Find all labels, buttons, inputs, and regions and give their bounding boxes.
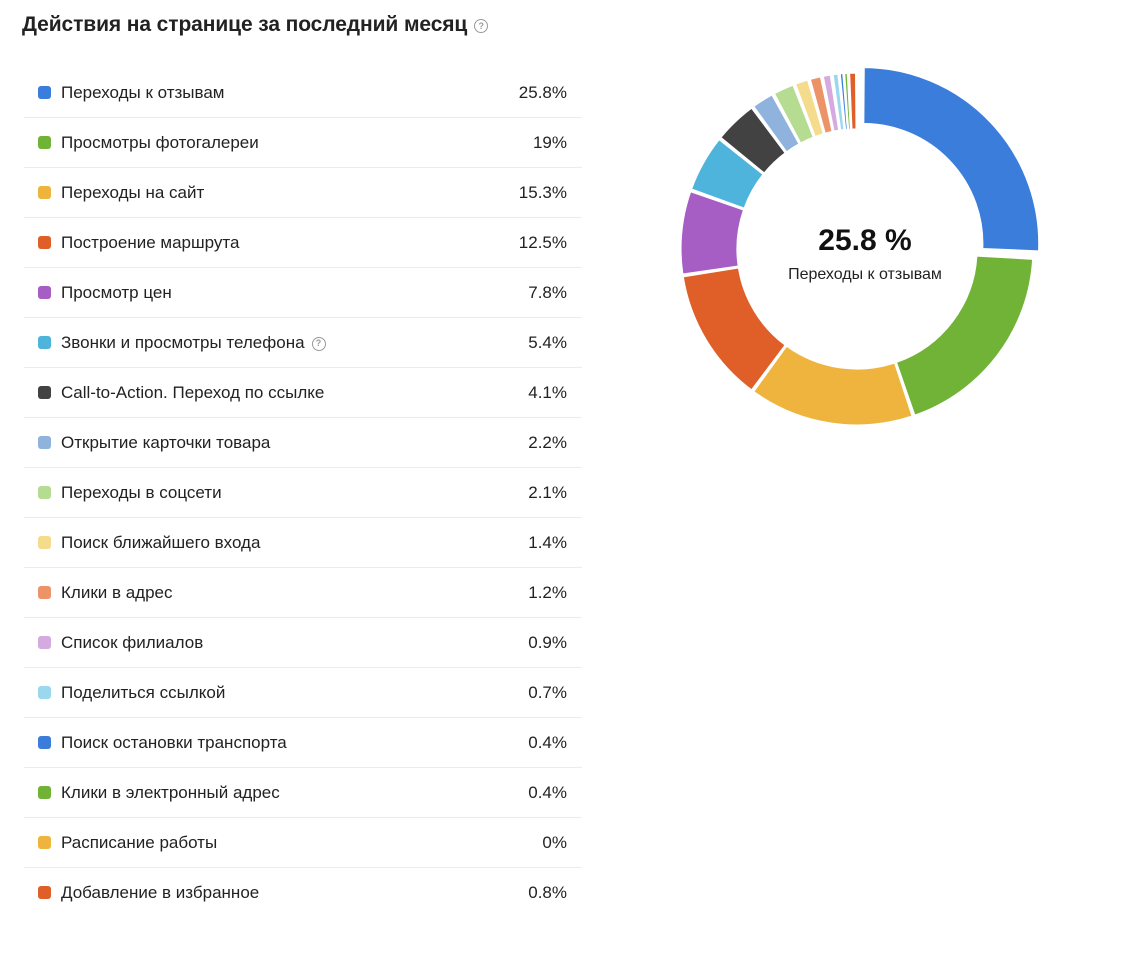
legend-item[interactable]: Открытие карточки товара 2.2% xyxy=(24,418,582,468)
legend-label: Просмотры фотогалереи xyxy=(61,132,259,152)
legend-swatch xyxy=(38,486,51,499)
legend-label: Расписание работы xyxy=(61,832,218,852)
legend-item[interactable]: Call-to-Action. Переход по ссылке 4.1% xyxy=(24,368,582,418)
legend-label: Поиск остановки транспорта xyxy=(61,732,287,752)
legend-swatch xyxy=(38,836,51,849)
legend-label: Клики в электронный адрес xyxy=(61,782,280,802)
legend-swatch xyxy=(38,286,51,299)
legend-item[interactable]: Просмотр цен 7.8% xyxy=(24,268,582,318)
legend-item[interactable]: Список филиалов 0.9% xyxy=(24,618,582,668)
legend-item[interactable]: Поиск ближайшего входа 1.4% xyxy=(24,518,582,568)
legend-value: 0.7% xyxy=(528,682,567,702)
donut-chart: 25.8 % Переходы к отзывам xyxy=(680,62,1050,432)
donut-slice[interactable] xyxy=(822,74,840,132)
donut-slice[interactable] xyxy=(720,107,786,174)
legend-swatch xyxy=(38,186,51,199)
legend-label: Переходы в соцсети xyxy=(61,482,222,502)
legend-swatch xyxy=(38,386,51,399)
legend-value: 15.3% xyxy=(518,182,567,202)
legend-value: 0.9% xyxy=(528,632,567,652)
legend-value: 4.1% xyxy=(528,382,567,402)
legend-value: 2.2% xyxy=(528,432,567,452)
donut-chart-svg xyxy=(680,66,1040,426)
legend-item[interactable]: Клики в электронный адрес 0.4% xyxy=(24,768,582,818)
legend-value: 0.8% xyxy=(528,882,567,902)
help-icon[interactable]: ? xyxy=(474,19,489,33)
donut-slice[interactable] xyxy=(832,73,845,131)
legend-item[interactable]: Поделиться ссылкой 0.7% xyxy=(24,668,582,718)
legend-label: Call-to-Action. Переход по ссылке xyxy=(61,382,325,402)
legend-label: Переходы на сайт xyxy=(61,182,205,202)
legend-swatch xyxy=(38,336,51,349)
legend-item[interactable]: Переходы в соцсети 2.1% xyxy=(24,468,582,518)
legend-value: 7.8% xyxy=(528,282,567,302)
legend-item[interactable]: Поиск остановки транспорта 0.4% xyxy=(24,718,582,768)
donut-slice[interactable] xyxy=(682,267,786,391)
chart-legend: Переходы к отзывам 25.8% Просмотры фотогал… xyxy=(24,68,582,917)
legend-value: 0.4% xyxy=(528,732,567,752)
legend-swatch xyxy=(38,536,51,549)
legend-swatch xyxy=(38,136,51,149)
legend-value: 0.4% xyxy=(528,782,567,802)
donut-slice[interactable] xyxy=(773,84,815,144)
legend-item[interactable]: Звонки и просмотры телефона? 5.4% xyxy=(24,318,582,368)
legend-label: Клики в адрес xyxy=(61,582,173,602)
center-label: Переходы к отзывам xyxy=(788,266,942,283)
legend-value: 0% xyxy=(542,832,567,852)
legend-swatch xyxy=(38,786,51,799)
donut-slice[interactable] xyxy=(863,66,1040,252)
legend-label: Список филиалов xyxy=(61,632,204,652)
donut-slice[interactable] xyxy=(752,94,800,153)
legend-label: Переходы к отзывам xyxy=(61,82,225,102)
legend-swatch xyxy=(38,886,51,899)
donut-slice[interactable] xyxy=(809,76,833,135)
donut-slice[interactable] xyxy=(839,72,849,131)
center-value: 25.8 % xyxy=(818,224,912,257)
legend-value: 12.5% xyxy=(518,232,567,252)
legend-swatch xyxy=(38,586,51,599)
legend-item[interactable]: Расписание работы 0% xyxy=(24,818,582,868)
widget-header: Действия на странице за последний месяц … xyxy=(22,10,489,40)
legend-label: Поделиться ссылкой xyxy=(61,682,226,702)
legend-value: 1.2% xyxy=(528,582,567,602)
legend-item[interactable]: Просмотры фотогалереи 19% xyxy=(24,118,582,168)
legend-value: 19% xyxy=(532,132,567,152)
donut-slice[interactable] xyxy=(680,190,745,275)
donut-slice[interactable] xyxy=(752,345,913,426)
legend-value: 1.4% xyxy=(528,532,567,552)
legend-swatch xyxy=(38,436,51,449)
legend-item[interactable]: Переходы на сайт 15.3% xyxy=(24,168,582,218)
legend-swatch xyxy=(38,636,51,649)
legend-value: 5.4% xyxy=(528,332,567,352)
legend-value: 25.8% xyxy=(518,82,567,102)
legend-swatch xyxy=(38,686,51,699)
donut-slice[interactable] xyxy=(690,138,764,209)
legend-item[interactable]: Построение маршрута 12.5% xyxy=(24,218,582,268)
legend-label: Поиск ближайшего входа xyxy=(61,532,261,552)
donut-slice[interactable] xyxy=(843,72,852,130)
legend-item[interactable]: Переходы к отзывам 25.8% xyxy=(24,68,582,118)
legend-value: 2.1% xyxy=(528,482,567,502)
legend-item[interactable]: Клики в адрес 1.2% xyxy=(24,568,582,618)
legend-label: Добавление в избранное xyxy=(61,882,260,902)
legend-label: Открытие карточки товара xyxy=(61,432,271,452)
legend-swatch xyxy=(38,236,51,249)
legend-swatch xyxy=(38,736,51,749)
donut-slice[interactable] xyxy=(794,79,825,138)
donut-slice[interactable] xyxy=(895,255,1034,417)
legend-item[interactable]: Добавление в избранное 0.8% xyxy=(24,868,582,917)
legend-label: Звонки и просмотры телефона xyxy=(61,332,305,352)
help-icon[interactable]: ? xyxy=(311,336,326,351)
donut-slice[interactable] xyxy=(848,72,857,130)
widget-title: Действия на странице за последний месяц xyxy=(22,13,468,36)
legend-swatch xyxy=(38,86,51,99)
legend-label: Просмотр цен xyxy=(61,282,172,302)
legend-label: Построение маршрута xyxy=(61,232,240,252)
